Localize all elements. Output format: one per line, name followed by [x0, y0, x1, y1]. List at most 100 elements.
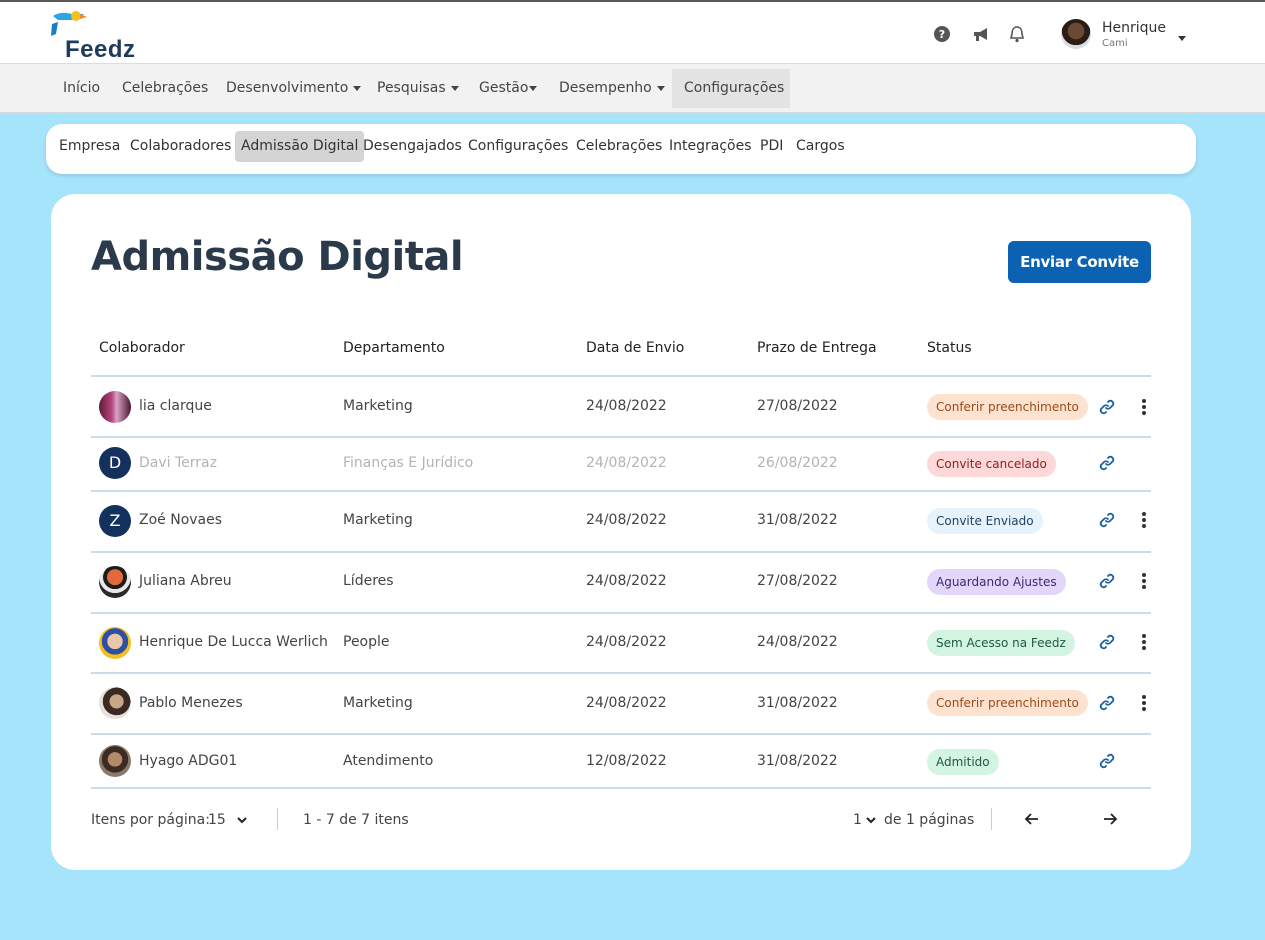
- top-header: Feedz ? Henrique Cami: [0, 2, 1265, 64]
- help-icon[interactable]: ?: [932, 24, 952, 44]
- collaborator-name: Zoé Novaes: [139, 512, 223, 528]
- send-invite-button[interactable]: Enviar Convite: [1008, 241, 1151, 283]
- due-date: 31/08/2022: [757, 512, 838, 528]
- subnav-item-integracoes[interactable]: Integrações: [669, 138, 752, 154]
- nav-item-desenvolvimento[interactable]: Desenvolvimento: [214, 69, 373, 108]
- col-header-departamento[interactable]: Departamento: [343, 340, 445, 356]
- divider: [277, 808, 278, 830]
- status-badge: Sem Acesso na Feedz: [927, 630, 1075, 656]
- table-row[interactable]: Hyago ADG01 Atendimento 12/08/2022 31/08…: [91, 735, 1151, 787]
- settings-subnav: Empresa Colaboradores Admissão Digital D…: [46, 124, 1196, 174]
- chevron-down-icon: [529, 85, 538, 91]
- due-date: 31/08/2022: [757, 695, 838, 711]
- link-icon[interactable]: [1098, 752, 1116, 770]
- nav-item-celebracoes[interactable]: Celebrações: [110, 69, 220, 108]
- table-row[interactable]: Henrique De Lucca Werlich People 24/08/2…: [91, 614, 1151, 672]
- table-row[interactable]: Juliana Abreu Líderes 24/08/2022 27/08/2…: [91, 553, 1151, 612]
- table-row[interactable]: lia clarque Marketing 24/08/2022 27/08/2…: [91, 377, 1151, 437]
- col-header-prazo-entrega[interactable]: Prazo de Entrega: [757, 340, 877, 356]
- col-header-data-envio[interactable]: Data de Envio: [586, 340, 685, 356]
- subnav-item-admissao-digital[interactable]: Admissão Digital: [235, 131, 365, 162]
- items-per-page-label: Itens por página:: [91, 812, 210, 828]
- avatar: [99, 391, 131, 423]
- user-avatar[interactable]: [1061, 19, 1091, 49]
- user-menu-caret-icon[interactable]: [1173, 28, 1186, 47]
- table-divider: [91, 672, 1151, 674]
- table-row[interactable]: D Davi Terraz Finanças E Jurídico 24/08/…: [91, 438, 1151, 490]
- collaborator-name: lia clarque: [139, 398, 212, 414]
- subnav-item-desengajados[interactable]: Desengajados: [363, 138, 462, 154]
- collaborator-name: Davi Terraz: [139, 455, 217, 471]
- subnav-item-empresa[interactable]: Empresa: [59, 138, 121, 154]
- sent-date: 12/08/2022: [586, 753, 667, 769]
- nav-item-pesquisas[interactable]: Pesquisas: [365, 69, 471, 108]
- department: Marketing: [343, 398, 413, 414]
- logo-text: Feedz: [65, 36, 136, 63]
- table-divider: [91, 612, 1151, 614]
- more-options-icon[interactable]: [1142, 573, 1146, 589]
- department: People: [343, 634, 390, 650]
- nav-item-gestao[interactable]: Gestão: [467, 69, 549, 108]
- megaphone-icon[interactable]: [971, 24, 991, 44]
- logo-bird-icon: [51, 11, 87, 36]
- bell-icon[interactable]: [1007, 24, 1027, 44]
- current-page-select[interactable]: 1: [853, 812, 862, 828]
- nav-item-inicio[interactable]: Início: [51, 69, 112, 108]
- collaborator-name: Hyago ADG01: [139, 753, 238, 769]
- sent-date: 24/08/2022: [586, 695, 667, 711]
- chevron-down-icon[interactable]: [865, 815, 877, 825]
- chevron-down-icon[interactable]: [236, 815, 248, 825]
- subnav-item-cargos[interactable]: Cargos: [796, 138, 845, 154]
- due-date: 31/08/2022: [757, 753, 838, 769]
- avatar: [99, 566, 131, 598]
- more-options-icon[interactable]: [1142, 399, 1146, 415]
- table-row[interactable]: Pablo Menezes Marketing 24/08/2022 31/08…: [91, 674, 1151, 732]
- chevron-down-icon: [353, 85, 362, 91]
- more-options-icon[interactable]: [1142, 695, 1146, 711]
- link-icon[interactable]: [1098, 454, 1116, 472]
- nav-label: Início: [63, 80, 101, 96]
- link-icon[interactable]: [1098, 633, 1116, 651]
- table-divider: [91, 733, 1151, 735]
- table-row[interactable]: Z Zoé Novaes Marketing 24/08/2022 31/08/…: [91, 492, 1151, 550]
- subnav-item-colaboradores[interactable]: Colaboradores: [130, 138, 232, 154]
- nav-item-configuracoes[interactable]: Configurações: [672, 69, 790, 108]
- due-date: 27/08/2022: [757, 398, 838, 414]
- nav-label: Gestão: [479, 80, 529, 96]
- nav-item-desempenho[interactable]: Desempenho: [547, 69, 677, 108]
- link-icon[interactable]: [1098, 511, 1116, 529]
- status-badge: Conferir preenchimento: [927, 690, 1088, 716]
- subnav-item-configuracoes[interactable]: Configurações: [468, 138, 569, 154]
- user-name[interactable]: Henrique: [1102, 20, 1167, 36]
- main-nav: Início Celebrações Desenvolvimento Pesqu…: [0, 64, 1265, 114]
- link-icon[interactable]: [1098, 694, 1116, 712]
- sent-date: 24/08/2022: [586, 512, 667, 528]
- arrow-right-icon[interactable]: [1102, 812, 1118, 826]
- status-badge: Convite cancelado: [927, 451, 1056, 477]
- more-options-icon[interactable]: [1142, 634, 1146, 650]
- link-icon[interactable]: [1098, 572, 1116, 590]
- subnav-item-celebracoes[interactable]: Celebrações: [576, 138, 663, 154]
- sent-date: 24/08/2022: [586, 455, 667, 471]
- due-date: 27/08/2022: [757, 573, 838, 589]
- arrow-left-icon[interactable]: [1024, 812, 1040, 826]
- sent-date: 24/08/2022: [586, 634, 667, 650]
- table-divider: [91, 436, 1151, 438]
- chevron-down-icon: [450, 85, 459, 91]
- pages-label: de 1 páginas: [884, 812, 975, 828]
- more-options-icon[interactable]: [1142, 512, 1146, 528]
- sent-date: 24/08/2022: [586, 398, 667, 414]
- col-header-colaborador[interactable]: Colaborador: [99, 340, 185, 356]
- nav-label: Desempenho: [559, 80, 652, 96]
- items-per-page-select[interactable]: 15: [208, 812, 226, 828]
- department: Líderes: [343, 573, 394, 589]
- collaborator-name: Pablo Menezes: [139, 695, 243, 711]
- col-header-status[interactable]: Status: [927, 340, 972, 356]
- subnav-item-pdi[interactable]: PDI: [760, 138, 784, 154]
- due-date: 24/08/2022: [757, 634, 838, 650]
- department: Marketing: [343, 695, 413, 711]
- collaborator-name: Juliana Abreu: [139, 573, 232, 589]
- feedz-logo[interactable]: Feedz: [50, 10, 150, 63]
- link-icon[interactable]: [1098, 398, 1116, 416]
- avatar: [99, 687, 131, 719]
